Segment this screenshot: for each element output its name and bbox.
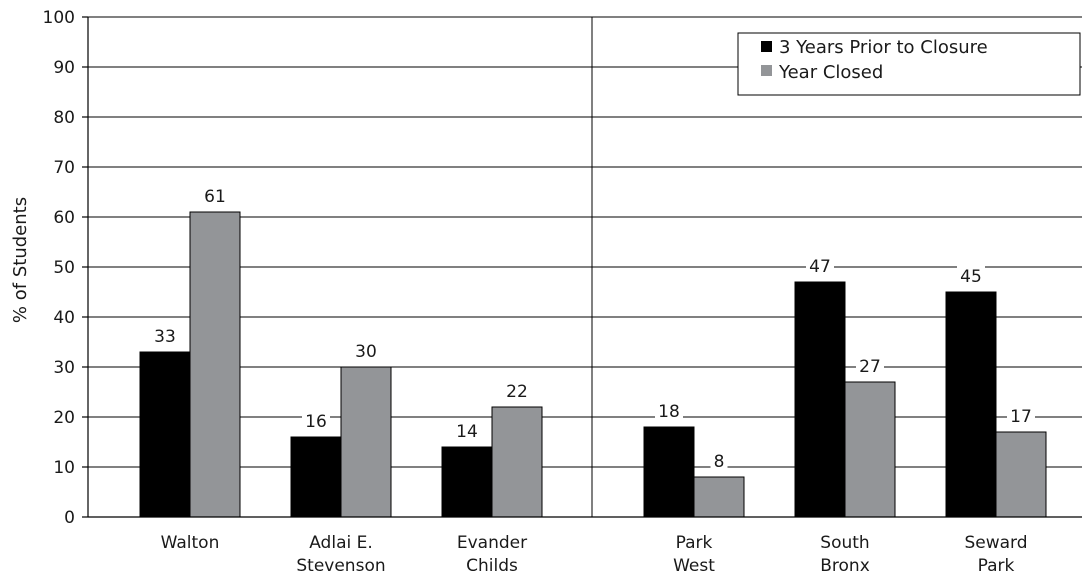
y-tick-label-50: 50 (53, 258, 75, 278)
data-label-prior-3: 18 (658, 402, 680, 422)
category-label-line: Park (676, 533, 713, 553)
data-label-closed-1: 30 (355, 342, 377, 362)
category-label-3: Park West (673, 533, 715, 575)
y-tick-label-20: 20 (53, 408, 75, 428)
bar-prior-2 (441, 446, 493, 518)
data-label-bg-1-0 (201, 186, 229, 206)
data-label-prior-2: 14 (456, 422, 478, 442)
bar-prior-3 (643, 426, 695, 518)
y-tick-label-70: 70 (53, 158, 75, 178)
legend-swatch-3-years-prior (761, 41, 772, 52)
category-label-line: Park (978, 556, 1015, 575)
y-tick-label-10: 10 (53, 458, 75, 478)
bar-closed-3 (693, 476, 745, 518)
data-label-closed-4: 27 (859, 357, 881, 377)
y-axis-label: % of Students (10, 197, 31, 323)
bar-prior-4 (794, 281, 846, 518)
legend-swatch-year-closed (761, 65, 772, 76)
category-label-line: Stevenson (296, 556, 385, 575)
legend-label-year-closed: Year Closed (778, 62, 883, 83)
bar-closed-4 (844, 381, 896, 518)
bar-closed-1 (340, 366, 392, 518)
bar-prior-0 (139, 351, 191, 518)
data-label-prior-1: 16 (305, 412, 327, 432)
data-label-bg-0-2 (453, 421, 481, 441)
data-label-bg-1-4 (856, 356, 884, 376)
data-label-prior-4: 47 (809, 257, 831, 277)
bars (139, 211, 1047, 518)
category-label-line: Adlai E. (309, 533, 373, 553)
category-label-line: Evander (457, 533, 527, 553)
y-tick-label-60: 60 (53, 208, 75, 228)
category-label-line: Walton (161, 533, 220, 553)
category-label-line: Seward (964, 533, 1027, 553)
data-label-closed-3: 8 (714, 452, 725, 472)
bar-closed-0 (189, 211, 241, 518)
gridlines (88, 16, 1082, 517)
y-tick-label-40: 40 (53, 308, 75, 328)
category-label-line: Bronx (820, 556, 870, 575)
data-label-prior-5: 45 (960, 267, 982, 287)
y-tick-label-80: 80 (53, 108, 75, 128)
category-label-2: Evander Childs (457, 533, 527, 575)
legend-label-3-years-prior: 3 Years Prior to Closure (779, 37, 988, 58)
data-label-bg-1-1 (352, 341, 380, 361)
bar-prior-5 (945, 291, 997, 518)
data-label-closed-0: 61 (204, 187, 226, 207)
data-labels: 33 16 14 18 47 45 61 30 22 8 27 17 (151, 186, 1035, 472)
category-label-line: Childs (466, 556, 518, 575)
data-label-bg-1-3 (710, 451, 728, 471)
bar-prior-1 (290, 436, 342, 518)
legend: 3 Years Prior to Closure Year Closed (737, 32, 1081, 96)
data-label-bg-1-5 (1007, 406, 1035, 426)
bar-closed-2 (491, 406, 543, 518)
category-label-line: West (673, 556, 715, 575)
category-label-4: South Bronx (820, 533, 870, 575)
legend-box (737, 32, 1081, 96)
data-label-closed-2: 22 (506, 382, 528, 402)
bar-closed-5 (995, 431, 1047, 518)
category-label-5: Seward Park (964, 533, 1027, 575)
data-label-bg-0-0 (151, 326, 179, 346)
data-label-prior-0: 33 (154, 327, 176, 347)
y-tick-label-90: 90 (53, 58, 75, 78)
data-label-bg-0-1 (302, 411, 330, 431)
data-label-bg-0-5 (957, 266, 985, 286)
category-label-line: South (820, 533, 869, 553)
axes: 0 10 20 30 40 50 60 70 80 90 100 Walton Adlai E. Stev… (43, 8, 1082, 575)
category-label-1: Adlai E. Stevenson (296, 533, 385, 575)
category-label-0: Walton (161, 533, 220, 553)
data-label-bg-0-4 (806, 256, 834, 276)
y-tick-label-0: 0 (64, 508, 75, 528)
y-tick-label-100: 100 (43, 8, 75, 28)
data-label-closed-5: 17 (1010, 407, 1032, 427)
data-label-bg-0-3 (655, 401, 683, 421)
data-label-bg-1-2 (503, 381, 531, 401)
y-tick-label-30: 30 (53, 358, 75, 378)
